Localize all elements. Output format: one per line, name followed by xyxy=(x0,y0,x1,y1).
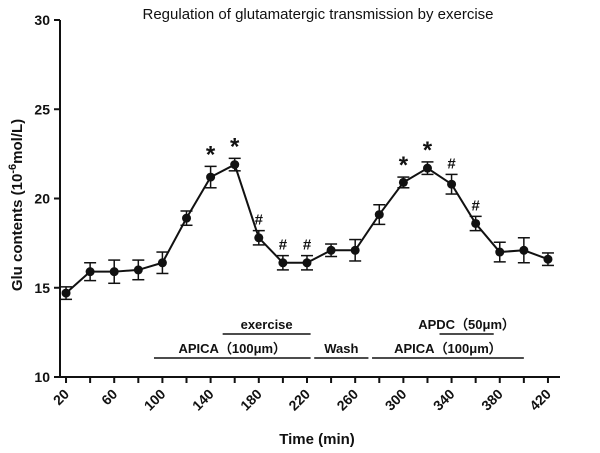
data-point xyxy=(519,245,529,255)
treatment-label: APICA（100μm） xyxy=(178,341,286,356)
y-tick-label: 25 xyxy=(34,101,50,117)
significance-star: * xyxy=(230,133,240,160)
data-point xyxy=(182,213,192,223)
chart-title: Regulation of glutamatergic transmission… xyxy=(143,6,494,23)
x-tick-label: 380 xyxy=(478,386,506,414)
data-point xyxy=(133,265,143,275)
data-point xyxy=(447,179,457,189)
x-tick-label: 180 xyxy=(237,386,265,414)
data-point xyxy=(471,218,481,228)
data-point xyxy=(278,258,288,268)
x-tick-label: 20 xyxy=(50,386,72,408)
significance-hash: # xyxy=(303,237,312,254)
x-tick-label: 420 xyxy=(526,386,554,414)
treatment-label: exercise xyxy=(241,317,293,332)
significance-star: * xyxy=(423,137,433,164)
data-point xyxy=(495,247,505,257)
data-point xyxy=(109,267,119,277)
x-tick-label: 220 xyxy=(285,386,313,414)
significance-star: * xyxy=(206,141,216,168)
y-tick-label: 30 xyxy=(34,12,50,28)
data-point xyxy=(543,254,553,264)
y-tick-label: 10 xyxy=(34,369,50,385)
significance-hash: # xyxy=(279,237,288,254)
x-tick-label: 300 xyxy=(382,386,410,414)
y-tick-label: 15 xyxy=(34,280,50,296)
data-point xyxy=(302,258,312,268)
x-tick-label: 340 xyxy=(430,386,458,414)
significance-hash: # xyxy=(471,197,480,214)
data-point xyxy=(206,172,216,182)
treatment-label: APICA（100μm） xyxy=(394,341,502,356)
data-point xyxy=(230,160,240,170)
data-point xyxy=(85,267,95,277)
y-axis-title: Glu contents (10-6mol/L) xyxy=(7,119,26,291)
x-axis-title: Time (min) xyxy=(279,431,355,448)
data-point xyxy=(326,245,336,255)
treatment-label: Wash xyxy=(324,341,358,356)
data-point xyxy=(350,245,360,255)
data-point xyxy=(422,163,432,173)
data-point xyxy=(61,288,71,298)
data-point xyxy=(157,258,167,268)
significance-hash: # xyxy=(447,155,456,172)
treatment-label: APDC（50μm） xyxy=(418,317,515,332)
data-point xyxy=(374,210,384,220)
significance-star: * xyxy=(399,152,409,179)
data-point xyxy=(398,177,408,187)
y-tick-label: 20 xyxy=(34,191,50,207)
x-tick-label: 140 xyxy=(189,386,217,414)
data-point xyxy=(254,233,264,243)
significance-hash: # xyxy=(255,212,264,229)
x-tick-label: 100 xyxy=(141,386,169,414)
x-tick-label: 260 xyxy=(333,386,361,414)
x-tick-label: 60 xyxy=(98,386,120,408)
